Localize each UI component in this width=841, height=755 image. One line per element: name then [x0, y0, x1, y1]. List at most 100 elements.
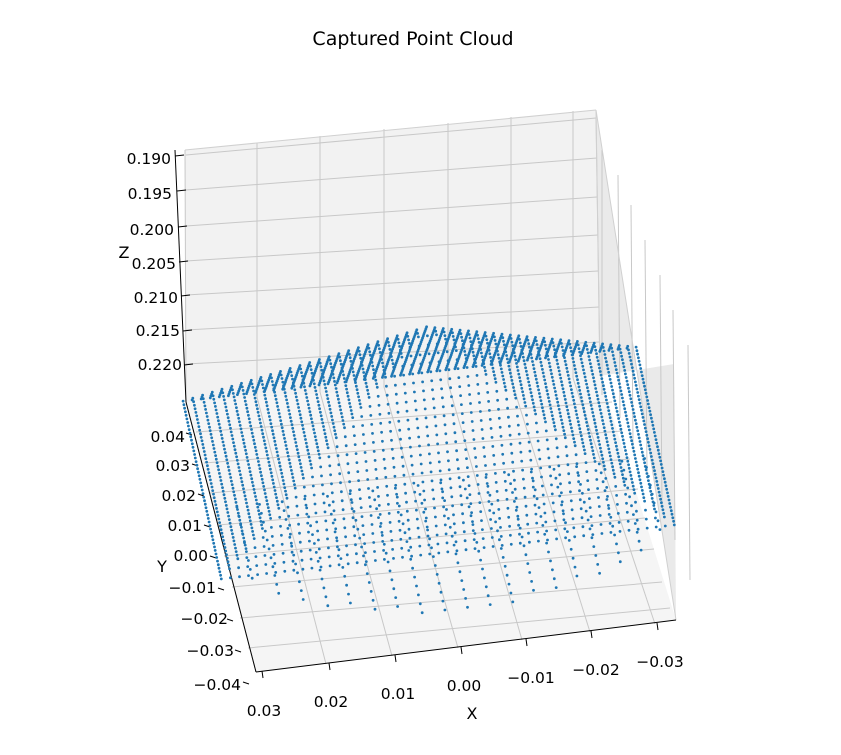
data-point [354, 543, 357, 547]
data-point [590, 445, 594, 449]
data-point [347, 471, 351, 475]
data-point [620, 393, 624, 396]
data-point [386, 493, 389, 497]
data-point [607, 447, 611, 451]
data-point [541, 484, 544, 488]
data-point [261, 386, 265, 390]
data-point [575, 462, 579, 466]
data-point [575, 574, 579, 578]
data-point [664, 484, 668, 488]
data-point [400, 546, 404, 550]
data-point [362, 554, 365, 558]
data-point [660, 504, 664, 508]
data-point [272, 553, 276, 556]
x-axis-tick [394, 654, 397, 663]
data-point [613, 399, 617, 403]
data-point [280, 500, 284, 504]
data-point [340, 415, 344, 419]
data-point [596, 436, 600, 439]
data-point [502, 461, 505, 465]
data-point [255, 403, 258, 407]
data-point [202, 446, 205, 450]
data-point [579, 434, 583, 438]
data-point [533, 370, 537, 374]
data-point [596, 563, 600, 566]
data-point [520, 348, 524, 352]
data-point [355, 388, 359, 392]
z-axis-label: Z [119, 243, 130, 262]
data-point [451, 335, 455, 338]
data-point [342, 373, 345, 377]
data-point [275, 583, 279, 586]
data-point [559, 415, 563, 418]
data-point [251, 480, 254, 484]
data-point [387, 512, 391, 515]
data-point [608, 416, 612, 420]
data-point [239, 473, 242, 476]
data-point [398, 428, 402, 432]
y-axis-label: Y [156, 557, 167, 576]
data-point [618, 459, 621, 462]
data-point [586, 479, 590, 482]
data-point [451, 413, 455, 417]
data-point [426, 334, 429, 338]
data-point [461, 421, 465, 424]
data-point [489, 356, 492, 359]
data-point [638, 478, 642, 482]
data-point [485, 338, 489, 341]
data-point [566, 408, 569, 412]
data-point [201, 443, 205, 446]
data-point [531, 485, 535, 489]
data-point [283, 437, 286, 440]
data-point [320, 474, 323, 478]
data-point [613, 437, 617, 441]
data-point [513, 354, 517, 358]
data-point [322, 501, 326, 505]
data-point [272, 387, 276, 390]
data-point [629, 435, 633, 439]
data-point [538, 395, 542, 399]
y-axis-tick [217, 587, 225, 591]
data-point [244, 547, 248, 550]
data-point [493, 339, 497, 342]
data-point [488, 509, 492, 512]
data-point [306, 448, 310, 452]
data-point [308, 459, 312, 463]
data-point [498, 517, 501, 520]
data-point [621, 361, 625, 365]
data-point [281, 551, 285, 555]
data-point [300, 558, 304, 562]
data-point [278, 464, 282, 468]
data-point [259, 421, 262, 425]
data-point [582, 534, 586, 538]
data-point [473, 532, 477, 535]
data-point [219, 577, 223, 581]
data-point [422, 389, 425, 393]
axis-lines [174, 149, 677, 685]
data-point [509, 533, 512, 537]
data-point [417, 344, 421, 348]
data-point [259, 520, 263, 523]
data-point [400, 446, 403, 450]
data-point [280, 471, 284, 475]
data-point [502, 381, 506, 385]
data-point [321, 483, 324, 487]
data-point [579, 392, 582, 396]
data-point [422, 489, 426, 493]
data-point [605, 436, 608, 440]
data-point [516, 514, 520, 518]
data-point [640, 370, 643, 374]
data-point [546, 354, 550, 358]
data-point [281, 475, 284, 479]
data-point [605, 402, 609, 405]
data-point [368, 350, 372, 354]
data-point [557, 464, 561, 468]
data-point [262, 435, 265, 439]
data-point [374, 559, 377, 562]
z-tick-label: 0.205 [132, 255, 176, 273]
data-point [199, 397, 203, 401]
data-point [474, 361, 477, 365]
data-point [579, 483, 582, 486]
data-point [236, 413, 240, 417]
data-point [241, 434, 244, 438]
